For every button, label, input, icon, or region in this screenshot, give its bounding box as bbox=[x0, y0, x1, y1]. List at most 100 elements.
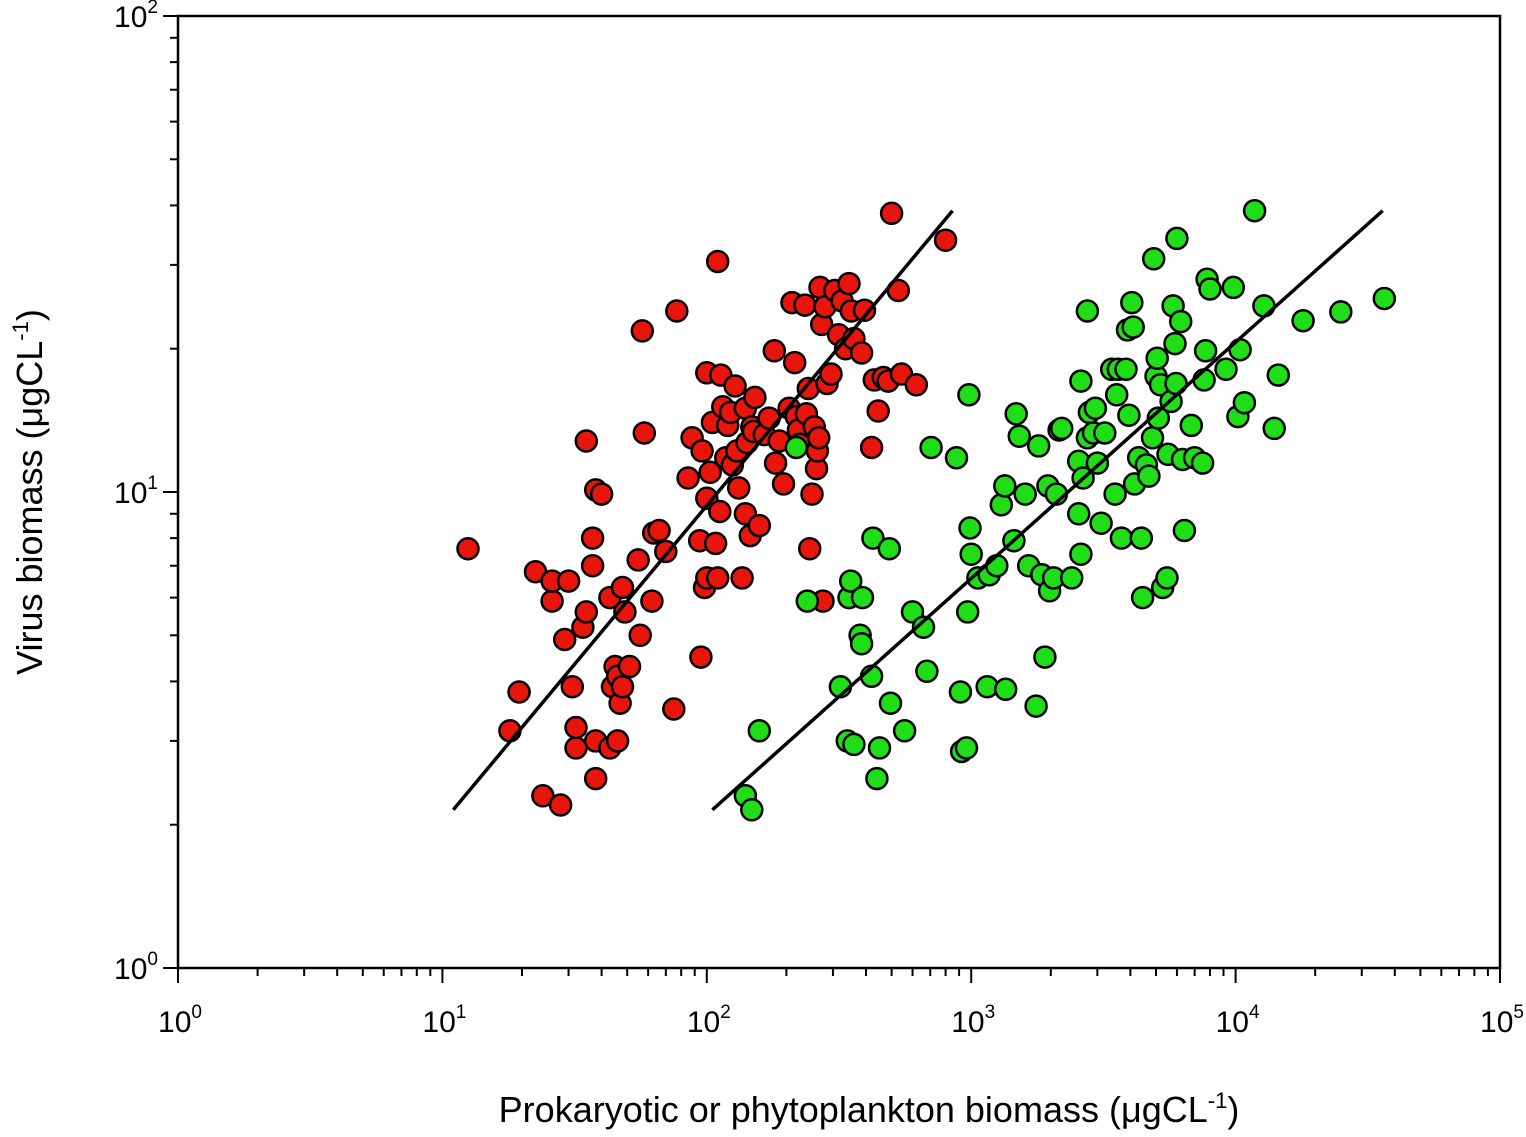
data-point-series-2 bbox=[1059, 566, 1084, 590]
y-tick-base: 10 bbox=[114, 953, 147, 986]
data-point-series-1 bbox=[610, 575, 635, 600]
x-tick-exp: 0 bbox=[191, 1002, 202, 1023]
data-point-series-1 bbox=[556, 569, 581, 593]
data-point-series-1 bbox=[859, 435, 884, 460]
data-point-series-2 bbox=[958, 516, 982, 540]
x-tick-base: 10 bbox=[158, 1006, 191, 1039]
data-point-series-1 bbox=[837, 271, 861, 296]
data-point-series-1 bbox=[849, 341, 874, 365]
x-tick-exp: 2 bbox=[720, 1002, 731, 1023]
data-point-series-2 bbox=[948, 680, 973, 704]
data-point-series-2 bbox=[1013, 482, 1037, 506]
data-point-series-2 bbox=[1221, 275, 1246, 300]
data-point-series-2 bbox=[892, 719, 917, 743]
data-point-series-2 bbox=[1130, 585, 1155, 610]
data-point-series-2 bbox=[985, 553, 1009, 578]
x-tick-label: 103 bbox=[951, 1002, 995, 1039]
data-point-series-1 bbox=[747, 513, 772, 538]
data-point-series-1 bbox=[933, 228, 958, 252]
y-tick-base: 10 bbox=[114, 1, 147, 34]
x-axis-label-main: Prokaryotic or phytoplankton biomass (μg… bbox=[499, 1089, 1208, 1130]
data-point-series-2 bbox=[1026, 434, 1051, 458]
y-tick-exp: 1 bbox=[147, 473, 158, 494]
data-point-series-2 bbox=[1007, 424, 1032, 448]
data-point-series-2 bbox=[955, 600, 980, 624]
data-point-series-1 bbox=[640, 589, 664, 613]
data-point-series-2 bbox=[1093, 421, 1117, 445]
data-point-series-2 bbox=[993, 474, 1017, 498]
data-point-series-1 bbox=[589, 482, 614, 506]
data-point-series-2 bbox=[1168, 309, 1193, 334]
data-point-series-1 bbox=[630, 319, 655, 343]
data-point-series-1 bbox=[456, 536, 480, 561]
data-point-series-1 bbox=[548, 793, 573, 817]
data-point-series-1 bbox=[690, 439, 714, 463]
data-point-series-2 bbox=[954, 736, 979, 760]
y-axis-label: Virus biomass (μgCL-1) bbox=[8, 309, 50, 675]
x-tick-exp: 1 bbox=[456, 1002, 467, 1023]
data-point-series-1 bbox=[819, 362, 843, 386]
data-point-series-1 bbox=[574, 600, 599, 624]
data-point-series-2 bbox=[1193, 339, 1218, 363]
data-point-series-1 bbox=[705, 566, 730, 590]
data-point-series-2 bbox=[861, 526, 885, 550]
x-tick-exp: 3 bbox=[985, 1002, 996, 1023]
minor-ticks bbox=[170, 36, 1489, 976]
data-point-series-2 bbox=[957, 383, 981, 407]
data-point-series-2 bbox=[919, 435, 943, 460]
data-point-series-2 bbox=[915, 659, 939, 684]
data-point-series-2 bbox=[878, 691, 903, 715]
data-point-series-1 bbox=[904, 373, 929, 397]
data-point-series-2 bbox=[1129, 526, 1154, 550]
data-point-series-2 bbox=[1329, 300, 1353, 324]
data-point-series-2 bbox=[1114, 357, 1138, 382]
x-tick-label: 100 bbox=[158, 1002, 202, 1039]
data-point-series-2 bbox=[1179, 413, 1204, 438]
data-point-series-2 bbox=[747, 719, 772, 743]
data-point-series-2 bbox=[1252, 294, 1276, 318]
data-point-series-1 bbox=[564, 736, 588, 760]
data-point-series-2 bbox=[740, 798, 764, 822]
data-point-series-1 bbox=[689, 645, 713, 669]
data-point-series-2 bbox=[1232, 390, 1257, 415]
data-point-series-2 bbox=[1120, 290, 1144, 315]
data-point-series-1 bbox=[726, 476, 751, 500]
data-point-series-2 bbox=[842, 732, 866, 757]
data-point-series-1 bbox=[662, 697, 686, 721]
data-point-series-1 bbox=[698, 460, 722, 485]
fit-line-series-1 bbox=[451, 209, 954, 811]
data-point-series-2 bbox=[1172, 518, 1197, 543]
data-point-series-2 bbox=[1075, 299, 1100, 323]
data-point-series-2 bbox=[1089, 511, 1113, 535]
data-point-series-1 bbox=[743, 385, 767, 410]
data-point-series-2 bbox=[1163, 331, 1187, 356]
data-point-series-2 bbox=[993, 677, 1018, 702]
data-point-series-2 bbox=[838, 569, 863, 593]
data-point-series-1 bbox=[605, 729, 630, 753]
x-tick-base: 10 bbox=[422, 1006, 455, 1039]
data-point-series-2 bbox=[1109, 526, 1134, 550]
data-point-series-1 bbox=[793, 293, 817, 317]
y-tick-exp: 2 bbox=[147, 0, 158, 18]
points-group bbox=[456, 198, 1397, 822]
data-point-series-1 bbox=[580, 553, 605, 578]
data-point-series-1 bbox=[540, 589, 564, 613]
data-point-series-1 bbox=[705, 249, 730, 274]
data-point-series-2 bbox=[865, 766, 889, 791]
series-layer bbox=[451, 198, 1397, 822]
data-point-series-2 bbox=[1146, 406, 1171, 430]
data-point-series-2 bbox=[1121, 315, 1145, 339]
data-point-series-2 bbox=[795, 589, 820, 613]
data-point-series-2 bbox=[1117, 403, 1141, 427]
y-axis-label-close: ) bbox=[9, 309, 50, 321]
data-point-series-2 bbox=[1155, 566, 1179, 590]
data-point-series-2 bbox=[1103, 482, 1127, 506]
data-point-series-2 bbox=[1066, 502, 1091, 526]
fit-line-series-2 bbox=[711, 209, 1384, 812]
data-point-series-1 bbox=[617, 654, 642, 679]
data-point-series-1 bbox=[626, 548, 650, 572]
data-point-series-1 bbox=[676, 466, 700, 490]
data-point-series-2 bbox=[1214, 357, 1238, 382]
data-point-series-2 bbox=[944, 446, 969, 470]
y-tick-label: 100 bbox=[114, 949, 158, 986]
